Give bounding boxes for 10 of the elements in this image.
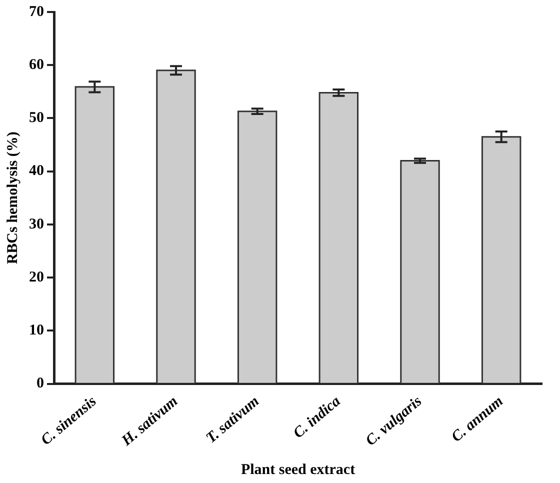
y-tick-label: 50 — [29, 110, 44, 126]
y-tick-label: 40 — [29, 163, 44, 180]
y-tick-label: 20 — [29, 269, 44, 286]
x-axis-title: Plant seed extract — [240, 462, 356, 478]
y-tick-label: 30 — [29, 216, 44, 232]
y-tick-label: 0 — [36, 376, 44, 392]
y-axis-title: RBCs hemolysis (%) — [4, 132, 21, 264]
y-tick-label: 10 — [29, 322, 44, 339]
y-tick-label: 70 — [29, 4, 44, 20]
y-tick-label: 60 — [29, 56, 44, 73]
